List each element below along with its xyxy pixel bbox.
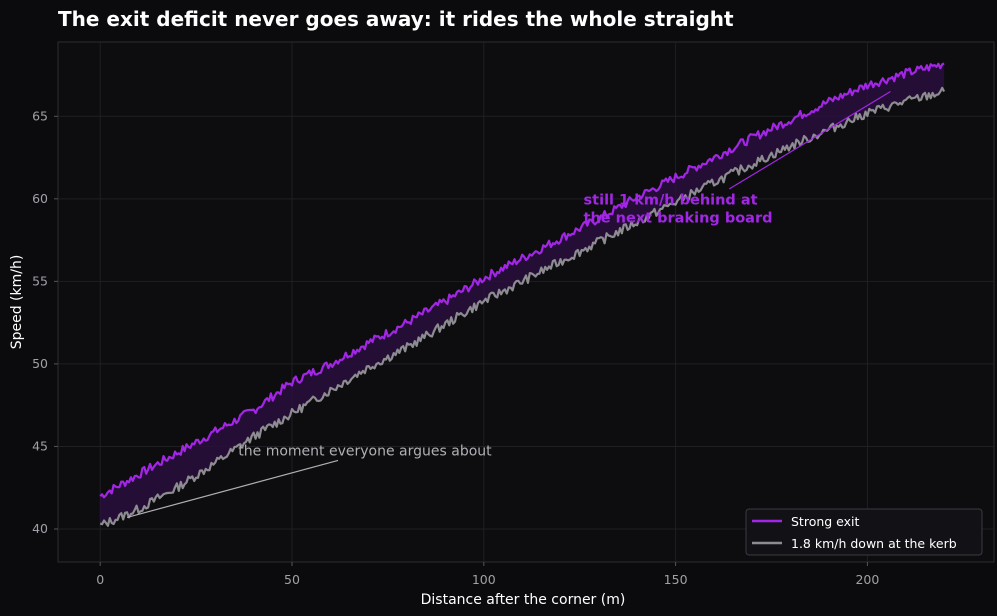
annotation-arrow-braking-board xyxy=(729,91,891,190)
y-tick-label: 55 xyxy=(32,273,48,288)
chart-title: The exit deficit never goes away: it rid… xyxy=(58,7,734,31)
ticks: 0 50 100 150 200 40 45 50 55 60 65 xyxy=(32,108,879,587)
x-tick-label: 100 xyxy=(472,572,496,587)
y-tick-label: 45 xyxy=(32,438,48,453)
annotation-braking-board: still 1 km/h behind at the next braking b… xyxy=(584,192,773,226)
annotation-arrow-moment xyxy=(126,459,339,519)
plot-area xyxy=(57,41,995,563)
x-tick-label: 0 xyxy=(96,572,104,587)
x-tick-label: 150 xyxy=(664,572,688,587)
y-tick-label: 60 xyxy=(32,191,48,206)
annotation-moment: the moment everyone argues about xyxy=(238,443,492,459)
x-axis-label: Distance after the corner (m) xyxy=(421,592,626,608)
x-tick-label: 50 xyxy=(284,572,300,587)
legend-label-down-at-kerb: 1.8 km/h down at the kerb xyxy=(791,536,957,551)
series-lines xyxy=(99,62,946,527)
legend-label-strong-exit: Strong exit xyxy=(791,514,860,529)
y-tick-label: 40 xyxy=(32,521,48,536)
y-axis-label: Speed (km/h) xyxy=(9,255,25,350)
legend: Strong exit 1.8 km/h down at the kerb xyxy=(745,508,983,556)
annotations: the moment everyone argues about still 1 … xyxy=(126,91,891,519)
y-tick-label: 65 xyxy=(32,108,48,123)
series-line-strong-exit xyxy=(99,62,945,499)
y-tick-label: 50 xyxy=(32,356,48,371)
x-tick-label: 200 xyxy=(855,572,879,587)
series-line-down-at-kerb xyxy=(99,86,946,527)
legend-box xyxy=(745,508,983,556)
